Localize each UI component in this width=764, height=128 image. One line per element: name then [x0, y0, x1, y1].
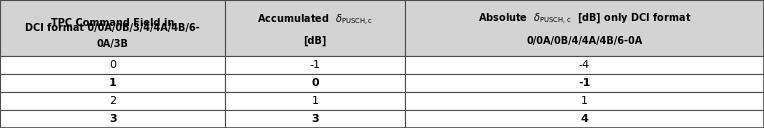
Bar — [405, 56, 764, 74]
Bar — [0, 110, 225, 128]
Text: 3: 3 — [109, 114, 116, 124]
Text: Accumulated  $\delta_{\mathrm{PUSCH,c}}$: Accumulated $\delta_{\mathrm{PUSCH,c}}$ — [257, 13, 374, 28]
Bar — [225, 110, 405, 128]
Bar — [405, 74, 764, 92]
Text: 0: 0 — [109, 60, 116, 70]
Bar — [225, 56, 405, 74]
Text: -1: -1 — [309, 60, 321, 70]
Text: 1: 1 — [581, 96, 588, 106]
Bar — [405, 92, 764, 110]
Text: 0A/3B: 0A/3B — [97, 39, 128, 49]
Bar — [405, 0, 764, 56]
Text: 1: 1 — [312, 96, 319, 106]
Bar — [225, 0, 405, 56]
Text: -4: -4 — [579, 60, 590, 70]
Text: -1: -1 — [578, 78, 591, 88]
Text: 1: 1 — [108, 78, 117, 88]
Bar — [405, 110, 764, 128]
Text: 0/0A/0B/4/4A/4B/6-0A: 0/0A/0B/4/4A/4B/6-0A — [526, 36, 643, 46]
Bar — [225, 92, 405, 110]
Bar — [0, 56, 225, 74]
Text: 0: 0 — [312, 78, 319, 88]
Text: Absolute  $\delta_{\mathrm{PUSCH,c}}$  [dB] only DCI format: Absolute $\delta_{\mathrm{PUSCH,c}}$ [dB… — [478, 12, 691, 26]
Text: TPC Command Field in: TPC Command Field in — [51, 18, 174, 28]
Text: 3: 3 — [312, 114, 319, 124]
Bar — [0, 74, 225, 92]
Bar — [0, 0, 225, 56]
Bar — [0, 92, 225, 110]
Bar — [225, 74, 405, 92]
Text: 2: 2 — [109, 96, 116, 106]
Text: [dB]: [dB] — [303, 36, 327, 46]
Text: DCI format 0/0A/0B/3/4/4A/4B/6-: DCI format 0/0A/0B/3/4/4A/4B/6- — [25, 23, 200, 33]
Text: 4: 4 — [581, 114, 588, 124]
